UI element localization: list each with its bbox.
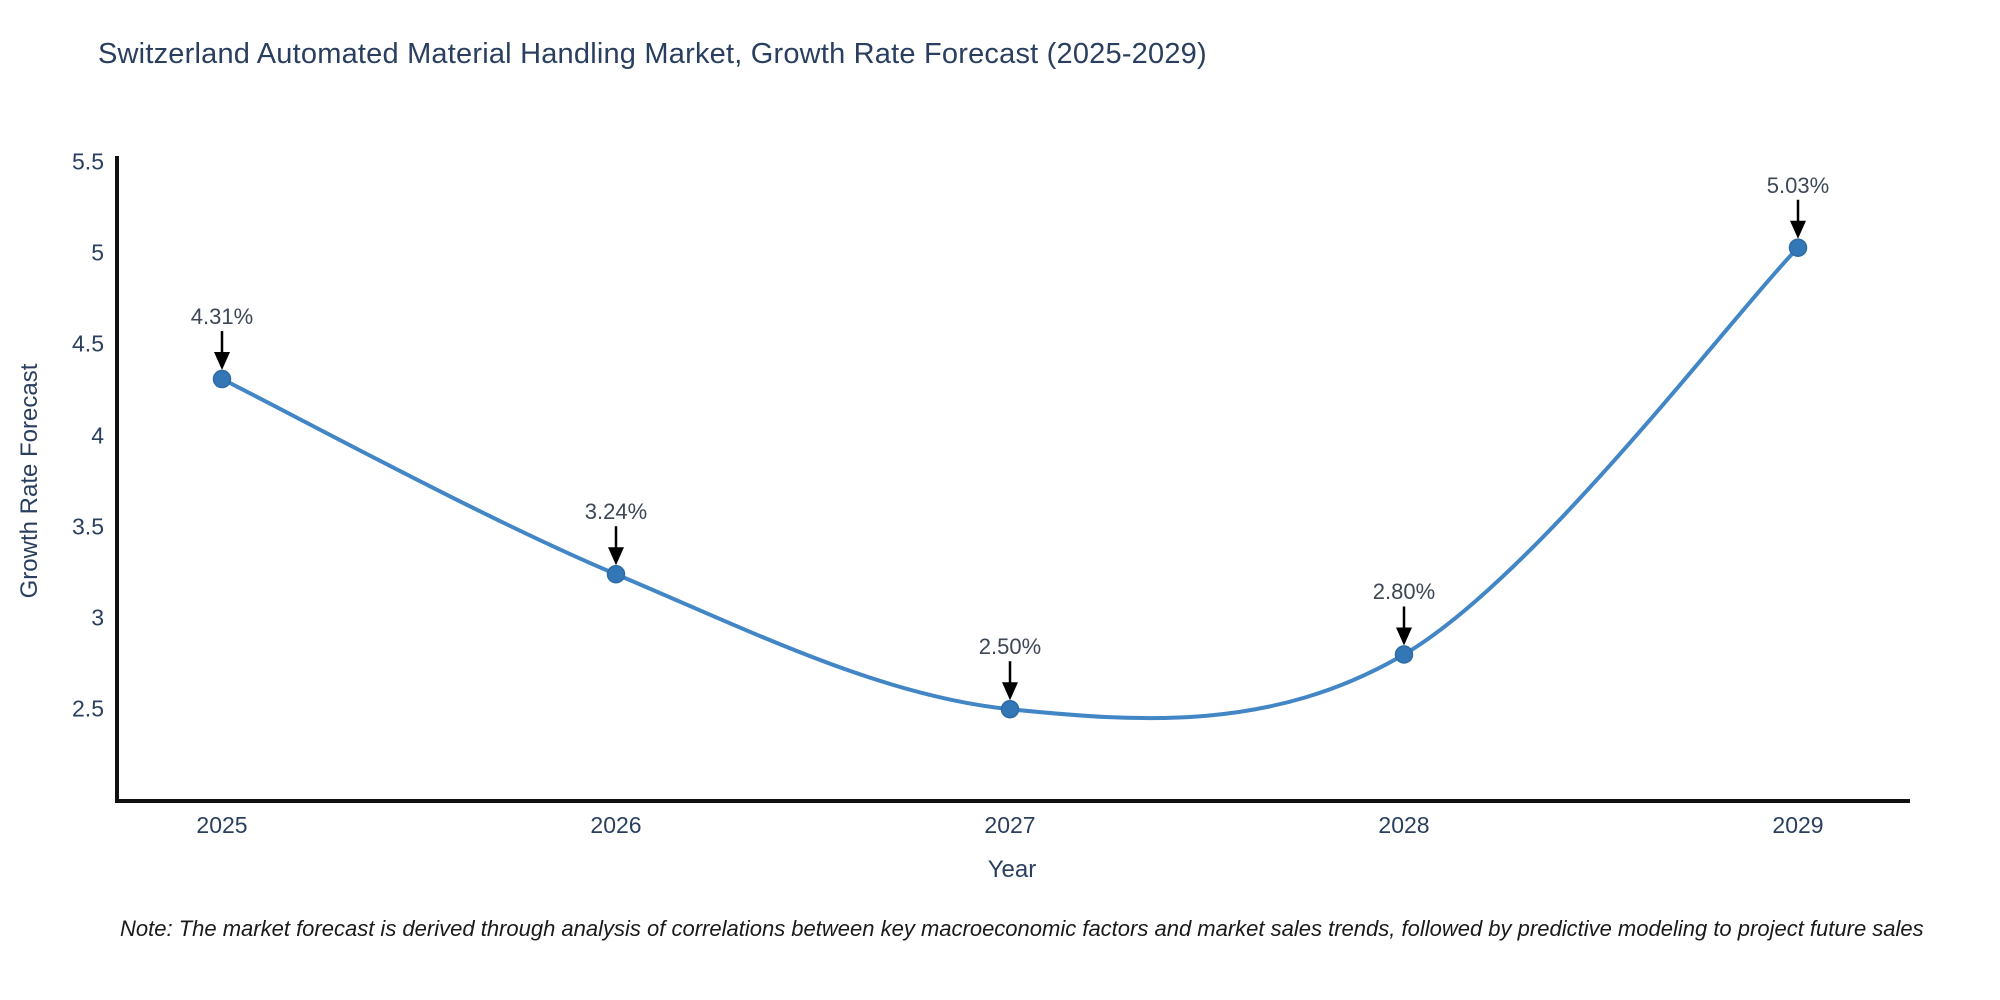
data-point-2028[interactable] (1394, 645, 1414, 664)
data-point-2027[interactable] (1000, 699, 1020, 719)
x-tick-2028: 2028 (1378, 812, 1430, 838)
y-tick-3.5: 3.5 (72, 513, 104, 540)
y-tick-2.5: 2.5 (72, 695, 104, 722)
data-point-2029[interactable] (1788, 238, 1808, 257)
data-point-2026[interactable] (606, 564, 626, 584)
y-tick-4: 4 (91, 422, 104, 449)
annotation-arrow-head-2026 (608, 547, 624, 566)
data-point-2025[interactable] (212, 369, 232, 389)
annotation-label-2028: 2.80% (1372, 579, 1436, 605)
annotation-label-2026: 3.24% (584, 499, 648, 525)
chart-title: Switzerland Automated Material Handling … (98, 38, 1207, 70)
annotation-arrow-head-2025 (214, 352, 230, 371)
y-tick-4.5: 4.5 (72, 330, 104, 357)
y-tick-5: 5 (91, 239, 104, 266)
annotation-label-2025: 4.31% (190, 304, 254, 330)
annotation-label-2027: 2.50% (978, 634, 1042, 660)
x-tick-2027: 2027 (984, 812, 1036, 838)
annotation-arrow-head-2028 (1396, 627, 1412, 646)
x-tick-2026: 2026 (590, 812, 642, 838)
annotation-label-2029: 5.03% (1766, 172, 1830, 198)
footnote: Note: The market forecast is derived thr… (120, 916, 1924, 941)
y-tick-5.5: 5.5 (72, 148, 104, 175)
series-line (220, 245, 1800, 721)
annotation-arrow-head-2029 (1790, 220, 1806, 239)
x-tick-2029: 2029 (1772, 812, 1824, 838)
x-tick-2025: 2025 (196, 812, 248, 838)
y-tick-3: 3 (91, 604, 104, 631)
annotation-arrow-head-2027 (1002, 682, 1018, 701)
x-axis-title: Year (987, 856, 1037, 883)
